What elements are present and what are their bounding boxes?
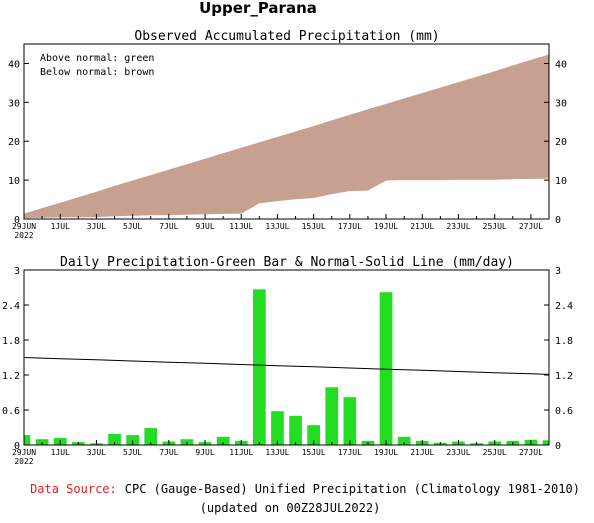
daily-bar [542, 440, 549, 445]
daily-bar [343, 397, 357, 445]
accum-xtick-label: 27JUL [519, 222, 543, 231]
data-source-line: Data Source: CPC (Gauge-Based) Unified Pr… [30, 482, 580, 496]
accum-xtick-label: 25JUL [483, 222, 507, 231]
daily-bar [325, 387, 339, 446]
accum-xtick-label: 1JUL [51, 222, 70, 231]
daily-ytick-label-left: 0.6 [2, 406, 20, 417]
accum-xtick-label: 11JUL [229, 222, 253, 231]
accum-ytick-label-left: 10 [8, 176, 20, 187]
accum-ytick-label-right: 30 [555, 98, 567, 109]
daily-bar [144, 428, 158, 445]
daily-xtick-label: 25JUL [483, 448, 507, 457]
daily-ytick-label-left: 1.2 [2, 371, 20, 382]
normal-line [23, 357, 550, 375]
accum-chart-title: Observed Accumulated Precipitation (mm) [134, 29, 439, 44]
daily-xtick-label: 27JUL [519, 448, 543, 457]
accum-xtick-label: 5JUL [123, 222, 142, 231]
daily-bar [289, 415, 302, 445]
daily-bar [253, 289, 266, 446]
accum-xtick-label: 15JUL [302, 222, 326, 231]
accum-xtick-label: 21JUL [410, 222, 434, 231]
accum-axes-group: 0 0 10 10 20 20 30 30 40 40 29JUN 1JUL 3JUL 5JUL 7JUL 9… [8, 59, 567, 240]
daily-xtick-label: 3JUL [87, 448, 106, 457]
daily-xtick-label: 5JUL [123, 448, 142, 457]
accum-ytick-label-left: 0 [14, 215, 20, 226]
daily-ytick-label-right: 3 [555, 266, 561, 277]
data-source-label: Data Source: [30, 482, 117, 496]
accum-ytick-label-right: 20 [555, 137, 567, 148]
daily-bar [24, 435, 31, 445]
daily-xtick-label: 21JUL [410, 448, 434, 457]
accum-ytick-label-right: 0 [555, 215, 561, 226]
accum-xtick-label: 17JUL [338, 222, 362, 231]
daily-xtick-label: 9JUL [195, 448, 214, 457]
below-normal-area [24, 54, 549, 219]
daily-xtick-label: 17JUL [338, 448, 362, 457]
daily-bar [108, 433, 121, 445]
daily-xtick-label: 7JUL [159, 448, 178, 457]
accum-xtick-label: 23JUL [446, 222, 470, 231]
data-source-text: CPC (Gauge-Based) Unified Precipitation … [125, 482, 580, 496]
accum-legend-below: Below normal: brown [40, 67, 154, 78]
daily-plot-frame [23, 269, 550, 446]
daily-ytick-label-left: 0 [14, 441, 20, 452]
daily-ytick-label-right: 0 [555, 441, 561, 452]
daily-xtick-label: 23JUL [446, 448, 470, 457]
daily-xtick-label: 15JUL [302, 448, 326, 457]
daily-ytick-label-right: 1.2 [555, 371, 573, 382]
accum-xtick-year: 2022 [14, 231, 33, 240]
accum-ytick-label-left: 30 [8, 98, 20, 109]
daily-bar [397, 436, 411, 445]
accum-ytick-label-left: 20 [8, 137, 20, 148]
accum-ytick-label-left: 40 [8, 59, 20, 70]
accum-xtick-label: 7JUL [159, 222, 178, 231]
accum-xtick-label: 9JUL [195, 222, 214, 231]
page-title: Upper_Parana [199, 0, 317, 17]
daily-bar [271, 411, 284, 445]
daily-ytick-label-right: 1.8 [555, 336, 573, 347]
daily-xtick-label: 11JUL [229, 448, 253, 457]
accum-xtick-label: 29JUN [12, 222, 36, 231]
daily-xtick-label: 13JUL [265, 448, 289, 457]
accum-ytick-label-right: 40 [555, 59, 567, 70]
daily-ytick-label-left: 2.4 [2, 301, 20, 312]
accum-ytick-label-right: 10 [555, 176, 567, 187]
accum-xtick-label: 3JUL [87, 222, 106, 231]
daily-ytick-label-left: 3 [14, 266, 20, 277]
daily-bar [216, 436, 230, 445]
daily-xtick-label: 19JUL [374, 448, 398, 457]
accum-xtick-label: 19JUL [374, 222, 398, 231]
daily-xtick-label: 29JUN [12, 448, 36, 457]
daily-ytick-label-right: 0.6 [555, 406, 573, 417]
accum-plot-frame [23, 43, 550, 220]
daily-bar [307, 425, 320, 445]
daily-ytick-label-left: 1.8 [2, 336, 20, 347]
daily-xtick-year: 2022 [14, 457, 33, 466]
accum-xtick-label: 13JUL [265, 222, 289, 231]
daily-bar [379, 292, 393, 445]
daily-chart-title: Daily Precipitation-Green Bar & Normal-S… [60, 255, 514, 270]
daily-ytick-label-right: 2.4 [555, 301, 573, 312]
daily-xtick-label: 1JUL [51, 448, 70, 457]
updated-note: (updated on 00Z28JUL2022) [200, 501, 381, 515]
accum-legend-above: Above normal: green [40, 53, 154, 64]
daily-axes-group: 0 0 0.6 0.6 1.2 1.2 1.8 1.8 2.4 2.4 3 3 29JUN 1JUL 3JU… [2, 266, 573, 466]
accum-area-group [24, 54, 549, 219]
daily-bars-group [23, 289, 550, 446]
